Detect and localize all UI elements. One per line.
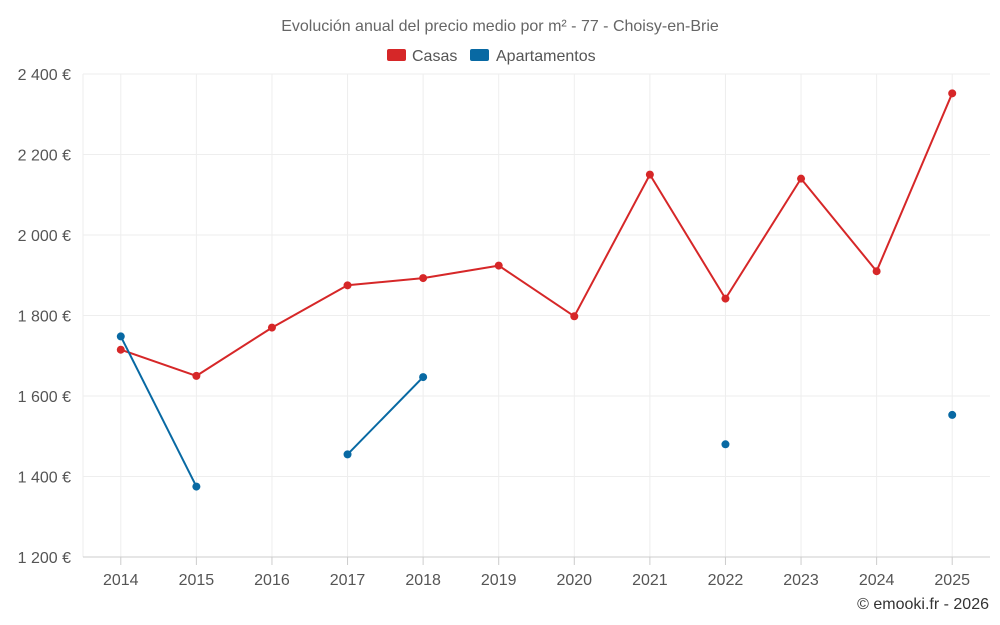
data-point-apartamentos[interactable] [116, 332, 125, 341]
data-point-apartamentos[interactable] [721, 440, 730, 449]
data-point-casas[interactable] [797, 174, 806, 183]
x-tick-label: 2024 [859, 572, 895, 589]
data-point-casas[interactable] [570, 312, 579, 321]
x-tick-label: 2016 [254, 572, 290, 589]
series-casas [116, 89, 957, 380]
chart-title: Evolución anual del precio medio por m² … [281, 18, 719, 35]
y-tick-label: 2 000 € [18, 228, 71, 245]
legend-label-casas: Casas [412, 48, 457, 65]
x-tick-label: 2020 [556, 572, 592, 589]
x-tick-label: 2018 [405, 572, 441, 589]
legend: Casas Apartamentos [387, 48, 596, 65]
x-tick-label: 2015 [179, 572, 215, 589]
data-point-apartamentos[interactable] [948, 410, 957, 419]
data-point-casas[interactable] [494, 261, 503, 270]
series-line-casas [120, 92, 954, 377]
y-tick-label: 1 200 € [18, 550, 71, 567]
data-point-casas[interactable] [267, 323, 276, 332]
y-tick-label: 1 600 € [18, 389, 71, 406]
legend-label-apartamentos: Apartamentos [496, 48, 596, 65]
legend-swatch-apartamentos [470, 49, 489, 61]
axes: 1 200 € 1 400 € 1 600 € 1 800 € 2 000 € 2 200… [18, 67, 990, 589]
data-point-casas[interactable] [419, 274, 428, 283]
legend-item-casas[interactable]: Casas [387, 48, 457, 65]
y-tick-label: 1 400 € [18, 470, 71, 487]
x-tick-label: 2022 [708, 572, 744, 589]
data-point-casas[interactable] [948, 89, 957, 98]
series-line-apartamentos [346, 376, 424, 456]
data-point-casas[interactable] [645, 170, 654, 179]
data-point-casas[interactable] [872, 267, 881, 276]
x-tick-label: 2017 [330, 572, 366, 589]
legend-item-apartamentos[interactable]: Apartamentos [470, 48, 596, 65]
x-tick-label: 2014 [103, 572, 139, 589]
data-point-casas[interactable] [116, 345, 125, 354]
x-tick-label: 2021 [632, 572, 668, 589]
y-tick-label: 1 800 € [18, 309, 71, 326]
grid [83, 73, 990, 557]
data-point-casas[interactable] [721, 294, 730, 303]
data-point-apartamentos[interactable] [419, 373, 428, 382]
data-point-casas[interactable] [343, 281, 352, 290]
x-tick-label: 2023 [783, 572, 819, 589]
data-point-apartamentos[interactable] [192, 482, 201, 491]
series [116, 89, 957, 491]
series-apartamentos [116, 332, 957, 491]
y-tick-label: 2 400 € [18, 67, 71, 84]
credit-text: © emooki.fr - 2026 [857, 596, 989, 613]
data-point-casas[interactable] [192, 371, 201, 380]
data-point-apartamentos[interactable] [343, 450, 352, 459]
x-tick-label: 2019 [481, 572, 517, 589]
x-tick-label: 2025 [934, 572, 970, 589]
series-line-apartamentos [119, 335, 198, 488]
legend-swatch-casas [387, 49, 406, 61]
y-tick-label: 2 200 € [18, 148, 71, 165]
